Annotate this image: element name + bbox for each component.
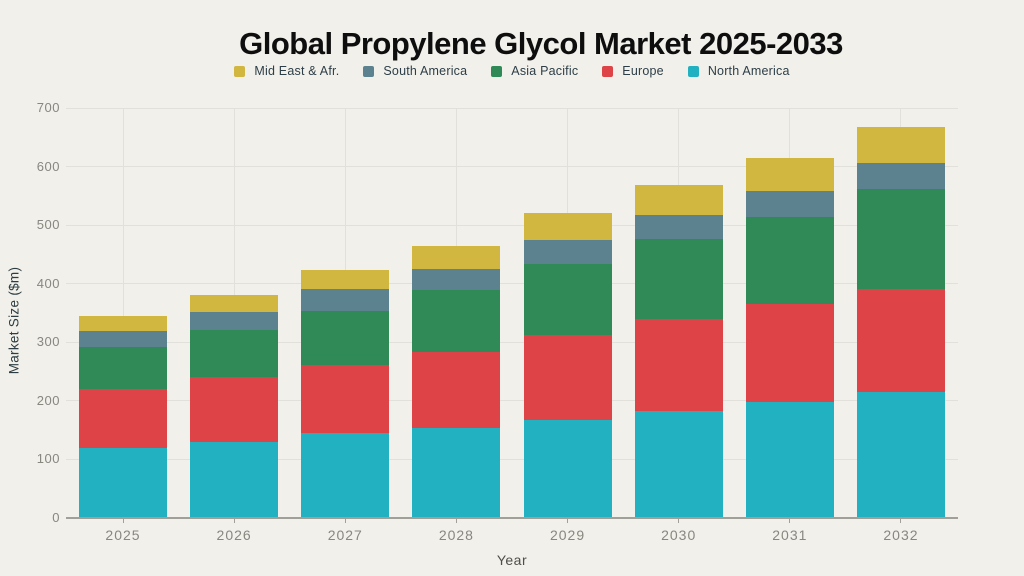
bar-segment-south-america-2032 bbox=[856, 163, 945, 190]
bar-segment-south-america-2027 bbox=[301, 288, 390, 311]
bar-segment-north-america-2026 bbox=[190, 442, 279, 518]
bar-segment-mid-east-afr--2032 bbox=[856, 126, 945, 164]
legend-swatch-icon bbox=[234, 65, 246, 77]
bar-segment-north-america-2027 bbox=[301, 433, 390, 518]
bar-segment-south-america-2025 bbox=[79, 330, 167, 347]
x-tick-mark-2030 bbox=[678, 518, 680, 523]
bar-segment-mid-east-afr--2031 bbox=[745, 158, 834, 191]
bar-segment-north-america-2031 bbox=[745, 402, 834, 518]
y-tick-label-400: 400 bbox=[36, 275, 60, 291]
x-axis-line bbox=[66, 517, 958, 519]
x-tick-label-2025: 2025 bbox=[105, 527, 141, 543]
bar-segment-asia-pacific-2027 bbox=[301, 310, 390, 366]
y-tick-label-600: 600 bbox=[36, 158, 60, 174]
bar-segment-south-america-2030 bbox=[634, 214, 723, 240]
x-tick-label-2031: 2031 bbox=[772, 527, 808, 543]
legend-swatch-icon bbox=[363, 65, 375, 77]
bar-segment-mid-east-afr--2029 bbox=[523, 213, 612, 240]
x-tick-mark-2026 bbox=[233, 518, 235, 523]
bar-segment-south-america-2029 bbox=[523, 239, 612, 264]
legend-swatch-icon bbox=[491, 65, 503, 77]
x-tick-mark-2027 bbox=[344, 518, 346, 523]
bar-segment-south-america-2031 bbox=[745, 190, 834, 217]
legend-label: North America bbox=[707, 64, 790, 78]
bar-segment-north-america-2032 bbox=[856, 392, 945, 518]
x-tick-label-2028: 2028 bbox=[438, 527, 474, 543]
x-tick-mark-2025 bbox=[122, 518, 124, 523]
bar-segment-north-america-2029 bbox=[523, 419, 612, 518]
x-tick-mark-2029 bbox=[567, 518, 569, 523]
legend-item-europe: Europe bbox=[602, 64, 664, 78]
bar-segment-asia-pacific-2025 bbox=[79, 346, 167, 390]
bar-segment-europe-2025 bbox=[79, 389, 167, 448]
bar-segment-asia-pacific-2030 bbox=[634, 239, 723, 320]
x-tick-label-2032: 2032 bbox=[883, 527, 919, 543]
bar-segment-asia-pacific-2032 bbox=[856, 189, 945, 289]
bar-segment-south-america-2026 bbox=[190, 311, 279, 330]
legend-item-asia-pacific: Asia Pacific bbox=[491, 64, 578, 78]
bar-segment-europe-2030 bbox=[634, 319, 723, 411]
gridline-h-700 bbox=[66, 107, 958, 109]
bar-segment-south-america-2028 bbox=[412, 269, 501, 290]
y-axis-label: Market Size ($m) bbox=[6, 266, 22, 375]
bar-segment-north-america-2028 bbox=[412, 427, 501, 518]
legend-swatch-icon bbox=[602, 65, 614, 77]
bar-segment-europe-2032 bbox=[856, 288, 945, 393]
bar-segment-mid-east-afr--2026 bbox=[190, 295, 279, 312]
x-tick-label-2029: 2029 bbox=[549, 527, 586, 543]
legend-label: Mid East & Afr. bbox=[254, 64, 340, 78]
gridline-h-200 bbox=[66, 400, 958, 402]
bar-segment-europe-2029 bbox=[523, 334, 612, 420]
legend-item-mid-east-afr-: Mid East & Afr. bbox=[234, 64, 339, 78]
bar-segment-europe-2031 bbox=[745, 304, 834, 403]
bar-segment-asia-pacific-2026 bbox=[190, 329, 279, 377]
gridline-v-2025 bbox=[122, 108, 124, 518]
bar-segment-asia-pacific-2029 bbox=[523, 263, 612, 335]
bar-segment-north-america-2030 bbox=[634, 410, 723, 518]
bar-segment-north-america-2025 bbox=[79, 447, 167, 518]
y-tick-label-700: 700 bbox=[36, 100, 60, 115]
gridline-h-600 bbox=[66, 166, 958, 168]
y-tick-label-200: 200 bbox=[36, 392, 60, 408]
x-tick-label-2026: 2026 bbox=[216, 527, 252, 543]
legend-item-north-america: North America bbox=[687, 64, 790, 78]
x-axis-label: Year bbox=[496, 552, 528, 568]
x-tick-mark-2031 bbox=[789, 518, 791, 523]
y-tick-label-100: 100 bbox=[36, 451, 60, 467]
legend-item-south-america: South America bbox=[363, 64, 467, 78]
legend-label: Asia Pacific bbox=[511, 64, 579, 78]
bar-segment-europe-2026 bbox=[190, 376, 279, 443]
bar-segment-mid-east-afr--2030 bbox=[634, 185, 723, 215]
chart-title: Global Propylene Glycol Market 2025-2033 bbox=[239, 26, 843, 61]
bar-segment-asia-pacific-2028 bbox=[412, 289, 501, 352]
bar-segment-mid-east-afr--2027 bbox=[301, 269, 390, 289]
y-tick-label-500: 500 bbox=[36, 217, 60, 233]
gridline-h-300 bbox=[66, 341, 958, 343]
bar-segment-europe-2027 bbox=[301, 365, 390, 434]
bar-segment-europe-2028 bbox=[412, 351, 501, 428]
legend: Mid East & Afr. South America Asia Pacific… bbox=[0, 64, 1024, 78]
legend-swatch-icon bbox=[687, 65, 699, 77]
bar-segment-mid-east-afr--2028 bbox=[412, 245, 501, 270]
x-tick-mark-2028 bbox=[455, 518, 457, 523]
bar-segment-mid-east-afr--2025 bbox=[79, 315, 167, 331]
gridline-h-400 bbox=[66, 283, 958, 285]
x-tick-label-2027: 2027 bbox=[327, 527, 363, 543]
x-tick-label-2030: 2030 bbox=[661, 527, 697, 543]
legend-label: South America bbox=[383, 64, 468, 78]
legend-label: Europe bbox=[622, 64, 664, 78]
gridline-h-500 bbox=[66, 224, 958, 226]
x-tick-mark-2032 bbox=[900, 518, 902, 523]
gridline-h-100 bbox=[66, 458, 958, 460]
y-tick-label-300: 300 bbox=[36, 334, 60, 350]
y-tick-label-0: 0 bbox=[52, 510, 60, 525]
bar-segment-asia-pacific-2031 bbox=[745, 216, 834, 305]
